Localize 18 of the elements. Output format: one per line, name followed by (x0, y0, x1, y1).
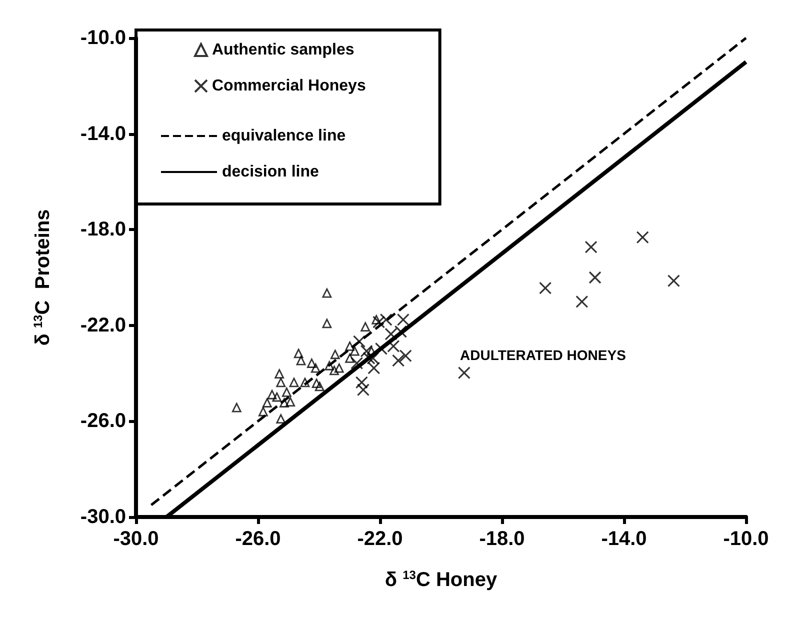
x-tick-label: -10.0 (723, 528, 769, 550)
annotation: ADULTERATED HONEYS (460, 347, 626, 363)
x-tick-label: -14.0 (601, 528, 647, 550)
legend-label: decision line (222, 164, 320, 180)
x-tick-label: -22.0 (357, 528, 403, 550)
legend-label: Commercial Honeys (212, 78, 366, 94)
y-tick-label: -18.0 (80, 218, 126, 241)
x-tick-label: -18.0 (479, 528, 525, 550)
y-tick-label: -22.0 (80, 314, 126, 336)
y-axis-title: δ 13C Proteins (31, 209, 54, 346)
y-tick-label: -26.0 (80, 410, 126, 432)
legend-label: Authentic samples (212, 42, 354, 58)
x-tick-label: -26.0 (235, 528, 281, 550)
y-tick-label: -14.0 (80, 122, 126, 145)
y-tick-label: -30.0 (80, 506, 126, 528)
y-tick-label: -10.0 (80, 27, 126, 49)
x-tick-label: -30.0 (113, 528, 159, 550)
legend-label: equivalence line (222, 128, 346, 144)
